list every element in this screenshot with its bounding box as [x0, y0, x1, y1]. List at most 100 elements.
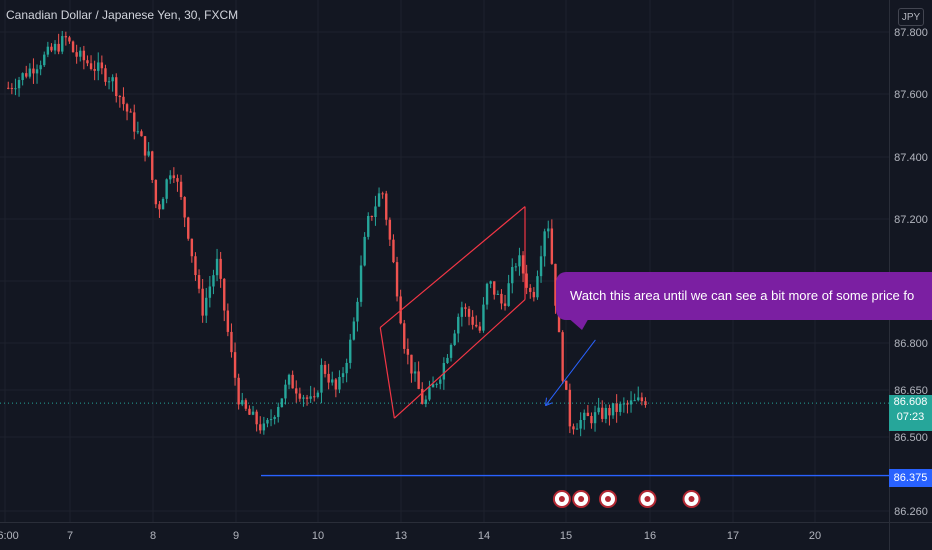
current-price-tag: 86.608 07:23 — [889, 395, 932, 431]
candle-body — [183, 197, 186, 218]
candle-body — [593, 412, 597, 424]
candle-body — [223, 278, 226, 311]
candle-body — [611, 403, 615, 416]
candle-body — [439, 379, 442, 384]
channel-left-edge — [379, 327, 395, 419]
bar-countdown: 07:23 — [896, 411, 925, 423]
candle-body — [151, 151, 154, 180]
annotation-callout[interactable]: Watch this area until we can see a bit m… — [556, 272, 932, 320]
candle-body — [431, 384, 435, 388]
candle-body — [147, 151, 150, 156]
candle-body — [377, 193, 381, 207]
channel-lower-line — [393, 299, 526, 419]
candle-body — [338, 376, 341, 390]
candle-body — [345, 362, 348, 374]
candle-body — [251, 411, 255, 415]
candle-body — [53, 43, 57, 51]
candle-body — [410, 354, 413, 374]
candle-body — [21, 73, 24, 81]
candle-body — [586, 412, 590, 417]
candle-body — [187, 217, 190, 239]
candle-body — [525, 273, 528, 288]
arrow-line — [545, 339, 596, 406]
drawing-overlay — [0, 206, 889, 477]
candle-body — [622, 403, 626, 405]
time-tick-label: 7 — [67, 530, 73, 542]
candle-body — [561, 332, 564, 381]
candle-body — [17, 80, 21, 89]
candle-body — [287, 374, 291, 385]
candle-body — [640, 397, 644, 402]
candle-body — [565, 380, 568, 390]
time-tick-label: 8 — [150, 530, 156, 542]
event-markers — [552, 490, 701, 508]
candle-body — [352, 321, 356, 340]
candle-body — [370, 215, 374, 218]
candle-body — [521, 255, 525, 274]
candle-body — [136, 131, 140, 133]
candle-body — [359, 265, 363, 302]
candle-body — [280, 398, 284, 408]
candle-body — [323, 364, 327, 374]
candle-body — [536, 276, 539, 298]
candle-body — [208, 286, 212, 298]
candle-body — [514, 266, 518, 268]
candle-body — [25, 73, 28, 77]
candle-body — [161, 198, 165, 210]
candle-body — [176, 178, 179, 182]
candle-body — [165, 179, 168, 199]
candle-body — [543, 231, 546, 257]
candle-body — [334, 379, 338, 390]
candle-body — [244, 400, 248, 409]
candle-body — [406, 348, 410, 355]
time-tick-label: 20 — [809, 530, 821, 542]
candle-body — [248, 408, 251, 415]
candle-body — [421, 388, 424, 404]
candle-body — [107, 81, 111, 83]
candle-body — [518, 255, 521, 267]
event-marker-dot — [644, 496, 651, 502]
time-axis[interactable]: 06:00 7 8 9 10 13 14 15 16 17 20 — [0, 522, 932, 543]
candle-body — [226, 310, 230, 332]
candle-body — [363, 236, 366, 266]
candle-body — [446, 357, 449, 364]
candle-body — [143, 136, 147, 156]
candle-body — [471, 316, 474, 325]
candle-body — [313, 396, 316, 398]
candle-body — [104, 68, 107, 82]
candle-body — [64, 36, 68, 38]
currency-badge[interactable]: JPY — [898, 8, 924, 26]
candle-body — [482, 304, 485, 331]
candle-body — [125, 104, 129, 112]
candle-body — [503, 303, 507, 306]
candle-body — [633, 400, 636, 402]
candle-body — [395, 262, 399, 297]
candle-body — [111, 77, 114, 82]
price-tick-label: 86.500 — [894, 432, 928, 444]
candle-body — [32, 68, 35, 74]
candle-body — [583, 412, 586, 421]
candle-body — [557, 305, 561, 333]
candle-body — [205, 297, 208, 316]
event-marker-dot — [605, 496, 611, 502]
candle-body — [511, 267, 514, 284]
candle-body — [140, 131, 143, 137]
candle-body — [579, 420, 582, 429]
candle-body — [305, 397, 309, 399]
candle-body — [500, 293, 503, 304]
candle-body — [435, 383, 438, 385]
candle-body — [179, 181, 183, 198]
candle-body — [341, 373, 345, 377]
candle-body — [266, 419, 269, 424]
current-price-value: 86.608 — [893, 396, 928, 408]
candle-body — [43, 54, 46, 66]
candle-body — [197, 275, 201, 289]
arrow-head — [545, 397, 553, 407]
candle-body — [413, 371, 417, 374]
candle-body — [194, 256, 197, 276]
candle-body — [392, 239, 395, 263]
event-marker-dot — [688, 496, 695, 502]
candle-body — [619, 403, 622, 412]
candle-body — [316, 392, 320, 397]
